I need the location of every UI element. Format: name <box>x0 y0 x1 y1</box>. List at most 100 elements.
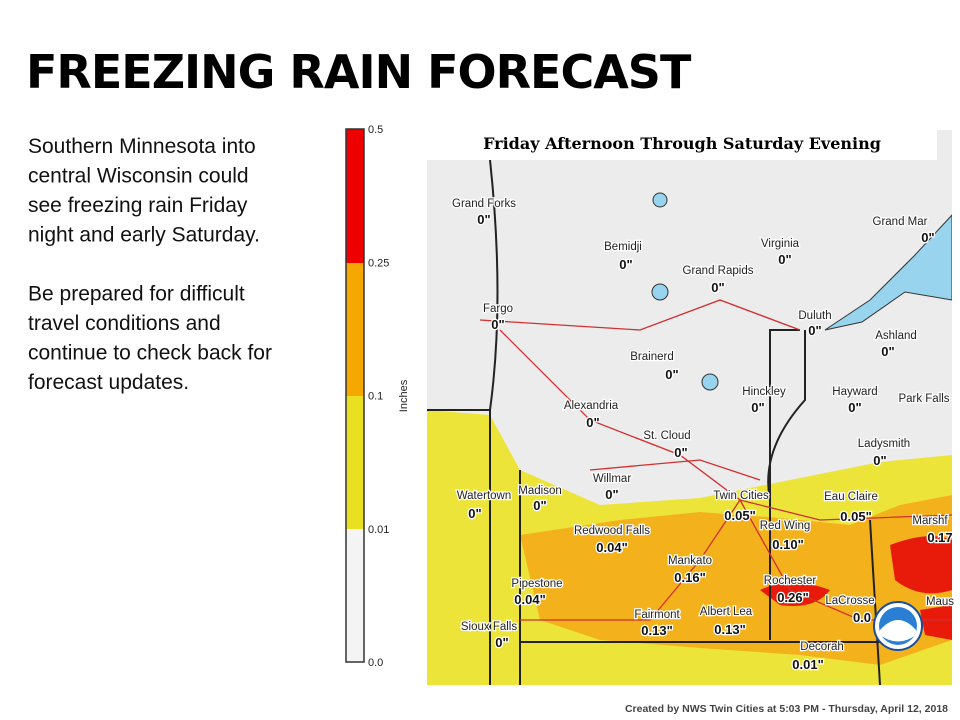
zone-heavy <box>760 536 952 640</box>
city-amount: 0.05" <box>840 509 871 524</box>
city-amount: 0" <box>881 344 894 359</box>
footer: Created by NWS Twin Cities at 5:03 PM - … <box>625 703 948 715</box>
body-line: Southern Minnesota into <box>28 135 256 158</box>
city-amount: 0.01" <box>792 657 823 672</box>
city-name: Decorah <box>800 641 843 653</box>
city-amount: 0" <box>711 280 724 295</box>
legend-tick-label: 0.25 <box>368 257 389 269</box>
city-name: Eau Claire <box>824 491 878 503</box>
city-name: Sioux Falls <box>461 621 517 633</box>
city-name: Marshf <box>912 515 948 527</box>
city-amount: 0" <box>674 445 687 460</box>
city-name: Maus <box>926 596 954 608</box>
city-labels: Grand Forks 0" Bemidji 0" Virginia 0" Grand Ma… <box>451 197 956 674</box>
city-amount: 0.17 <box>927 530 952 545</box>
legend-tick-label: 0.01 <box>368 524 389 536</box>
city-name: Duluth <box>798 310 831 322</box>
body-line: forecast updates. <box>28 371 189 394</box>
city-amount: 0" <box>751 400 764 415</box>
city-name: Red Wing <box>760 520 811 532</box>
colorbar <box>345 128 365 663</box>
city-amount: 0.13" <box>714 622 745 637</box>
city-amount: 0" <box>778 252 791 267</box>
city-name: Grand Rapids <box>683 265 754 277</box>
city-name: Pipestone <box>511 578 562 590</box>
city-name: Rochester <box>764 575 817 587</box>
body-line: see freezing rain Friday <box>28 194 248 217</box>
city-amount: 0.0 <box>853 610 871 625</box>
body-line: continue to check back for <box>28 342 272 365</box>
zone-moderate <box>520 495 952 665</box>
city-amount: 0" <box>808 323 821 338</box>
city-name: Bemidji <box>604 241 642 253</box>
city-amount: 0" <box>477 212 490 227</box>
city-name: Redwood Falls <box>574 525 650 537</box>
state-borders <box>427 159 881 685</box>
map-title-box <box>427 128 937 160</box>
color-step <box>346 129 364 263</box>
city-amount: 0.04" <box>514 592 545 607</box>
city-name: Fargo <box>483 303 513 315</box>
city-name: Grand Mar <box>873 216 928 228</box>
noaa-logo <box>873 601 923 651</box>
body-text: Southern Minnesota into central Wisconsin… <box>28 135 272 394</box>
slide-title: FREEZING RAIN FORECAST <box>26 45 692 99</box>
city-name: Madison <box>518 485 561 497</box>
city-name: Mankato <box>668 555 712 567</box>
city-amount: 0.05" <box>724 508 755 523</box>
city-amount: 0.26" <box>777 590 808 605</box>
city-amount: 0" <box>873 453 886 468</box>
lake-superior <box>824 214 952 331</box>
legend-title: Inches <box>398 379 410 412</box>
city-name: Park Falls <box>898 393 949 405</box>
city-name: Grand Forks <box>452 198 516 210</box>
city-amount: 0" <box>533 498 546 513</box>
city-name: Hinckley <box>742 386 786 398</box>
city-amount: 0" <box>605 487 618 502</box>
city-name: Brainerd <box>630 351 673 363</box>
color-step <box>346 263 364 396</box>
city-amount: 0.04" <box>596 540 627 555</box>
city-amount: 0" <box>665 367 678 382</box>
city-name: St. Cloud <box>643 430 690 442</box>
city-amount: 0" <box>491 317 504 332</box>
roads <box>479 299 952 621</box>
color-step <box>346 396 364 529</box>
city-name: Alexandria <box>564 400 619 412</box>
body-line: central Wisconsin could <box>28 165 249 188</box>
body-line: night and early Saturday. <box>28 224 260 247</box>
legend-tick-label: 0.0 <box>368 657 383 669</box>
city-amount: 0" <box>495 635 508 650</box>
city-name: LaCrosse <box>825 595 874 607</box>
city-name: Twin Cities <box>713 490 769 502</box>
legend-tick-label: 0.1 <box>368 391 383 403</box>
city-amount: 0.13" <box>641 623 672 638</box>
city-amount: 0" <box>619 257 632 272</box>
map-title: Friday Afternoon Through Saturday Evenin… <box>483 134 881 153</box>
city-name: Hayward <box>832 386 877 398</box>
city-name: Virginia <box>761 238 800 250</box>
color-step <box>346 529 364 662</box>
city-amount: 0.16" <box>674 570 705 585</box>
city-name: Watertown <box>457 490 512 502</box>
city-name: Ladysmith <box>858 438 910 450</box>
lake <box>652 192 668 208</box>
city-amount: 0" <box>468 506 481 521</box>
city-amount: 0" <box>921 230 934 245</box>
city-amount: 0.10" <box>772 537 803 552</box>
city-name: Albert Lea <box>700 606 753 618</box>
legend-tick-label: 0.5 <box>368 124 383 136</box>
body-line: Be prepared for difficult <box>28 283 245 306</box>
city-amount: 0" <box>586 415 599 430</box>
city-name: Fairmont <box>634 609 680 621</box>
lake <box>701 373 719 391</box>
city-name: Ashland <box>875 330 917 342</box>
city-amount: 0" <box>848 400 861 415</box>
colorbar-frame <box>345 128 365 663</box>
city-name: Willmar <box>593 473 631 485</box>
lake <box>651 283 669 301</box>
map <box>427 130 952 685</box>
body-line: travel conditions and <box>28 312 221 335</box>
